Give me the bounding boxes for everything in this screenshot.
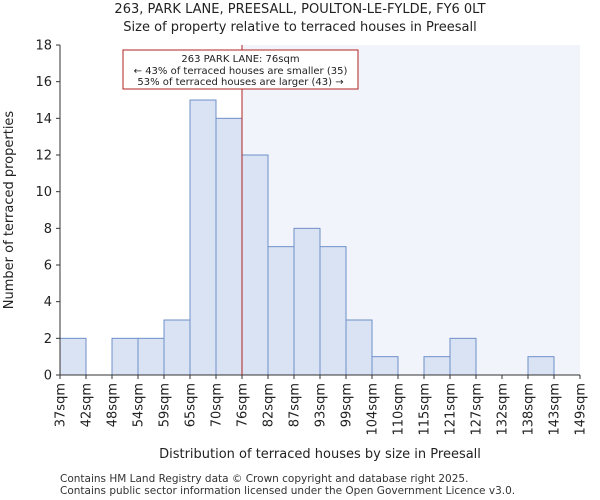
footer-line2: Contains public sector information licen… — [60, 485, 516, 497]
y-tick-label: 10 — [35, 185, 52, 200]
x-tick-label: 37sqm — [54, 383, 69, 427]
x-tick-label: 65sqm — [184, 383, 199, 427]
x-tick-label: 110sqm — [392, 383, 407, 436]
bar-76sqm — [241, 154, 269, 376]
x-axis-label: Distribution of terraced houses by size … — [159, 447, 481, 462]
bar-82sqm — [267, 246, 295, 376]
axes-group: 0 2 4 6 8 10 12 14 16 18 37sqm 42sqm 48sqm 54sqm 59sqm… — [35, 39, 588, 436]
annotation-rect — [122, 49, 359, 90]
bar-87sqm — [293, 227, 321, 376]
bar-104sqm — [371, 356, 399, 376]
x-tick-label: 127sqm — [470, 383, 485, 436]
bar-115sqm — [423, 356, 451, 376]
y-tick-label: 2 — [44, 332, 52, 347]
bar-138sqm — [527, 356, 555, 376]
annotation-box: 263 PARK LANE: 76sqm ← 43% of terraced h… — [122, 49, 359, 90]
bar-59sqm — [163, 319, 191, 376]
y-tick-label: 16 — [35, 75, 52, 90]
x-tick-label: 132sqm — [496, 383, 511, 436]
y-tick-label: 14 — [35, 112, 52, 127]
y-tick-label: 12 — [35, 149, 52, 164]
y-tick-label: 4 — [44, 295, 52, 310]
bar-99sqm — [345, 319, 373, 376]
bar-93sqm — [319, 246, 347, 376]
annotation-line2: ← 43% of terraced houses are smaller (35… — [134, 66, 348, 77]
y-tick-label: 0 — [44, 369, 52, 384]
chart-title: 263, PARK LANE, PREESALL, POULTON-LE-FYL… — [114, 2, 486, 17]
x-tick-label: 48sqm — [106, 383, 121, 427]
x-tick-label: 138sqm — [522, 383, 537, 436]
x-tick-label: 149sqm — [574, 383, 589, 436]
x-tick-label: 143sqm — [548, 383, 563, 436]
y-tick-label: 18 — [35, 39, 52, 54]
x-tick-label: 99sqm — [340, 383, 355, 427]
x-tick-label: 42sqm — [80, 383, 95, 427]
x-tick-label: 76sqm — [236, 383, 251, 427]
bar-121sqm — [449, 337, 477, 376]
bar-70sqm — [215, 117, 243, 376]
x-tick-label: 115sqm — [418, 383, 433, 436]
x-tick-label: 59sqm — [158, 383, 173, 427]
x-tick-label: 121sqm — [444, 383, 459, 436]
histogram-chart: 0 2 4 6 8 10 12 14 16 18 37sqm 42sqm 48sqm 54sqm 59sqm… — [2, 39, 589, 463]
footer-line1: Contains HM Land Registry data © Crown c… — [60, 473, 469, 485]
x-tick-label: 54sqm — [132, 383, 147, 427]
x-tick-label: 82sqm — [262, 383, 277, 427]
y-tick-label: 6 — [44, 259, 52, 274]
bar-65sqm — [189, 99, 217, 376]
bar-54sqm — [137, 337, 165, 376]
x-tick-label: 93sqm — [314, 383, 329, 427]
bars-group — [59, 99, 555, 376]
annotation-line3: 53% of terraced houses are larger (43) → — [137, 77, 343, 88]
y-axis-label: Number of terraced properties — [2, 111, 17, 310]
y-tick-label: 8 — [44, 222, 52, 237]
bar-48sqm — [111, 337, 139, 376]
chart-subtitle: Size of property relative to terraced ho… — [123, 20, 477, 35]
x-tick-label: 87sqm — [288, 383, 303, 427]
bar-37sqm — [59, 337, 87, 376]
x-tick-label: 104sqm — [366, 383, 381, 436]
x-tick-label: 70sqm — [210, 383, 225, 427]
annotation-line1: 263 PARK LANE: 76sqm — [181, 54, 299, 65]
